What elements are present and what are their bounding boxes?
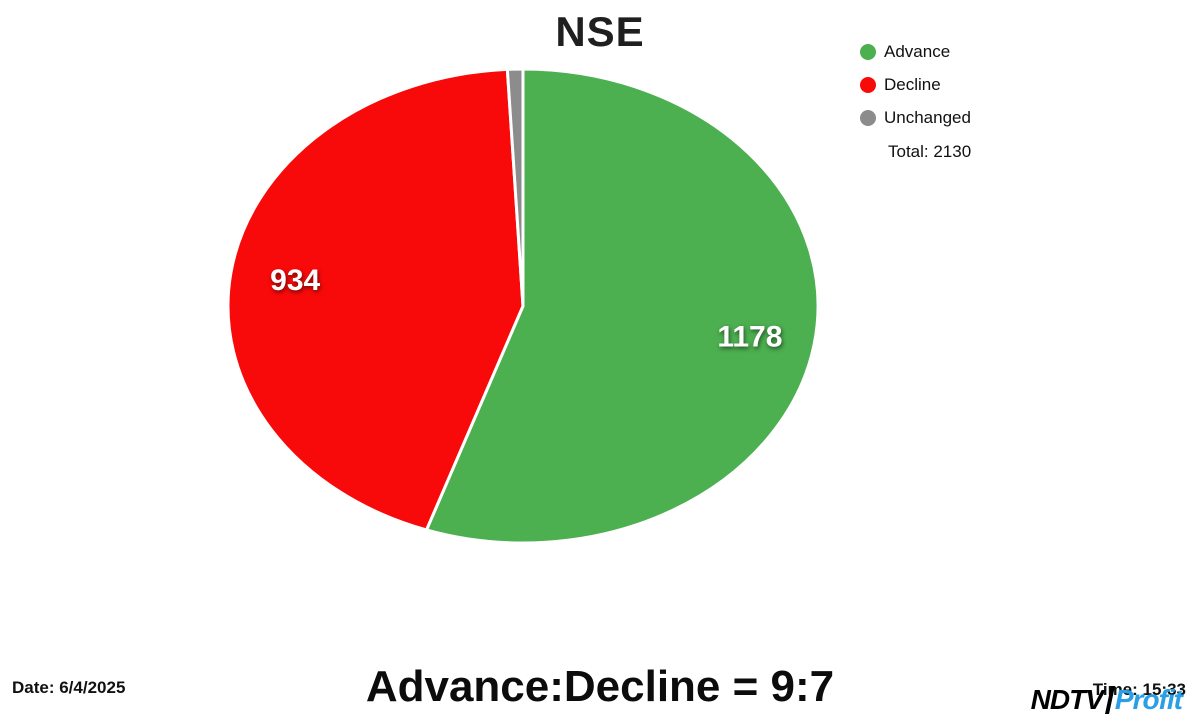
legend-swatch-decline	[860, 77, 876, 93]
legend-label-decline: Decline	[884, 75, 941, 94]
legend-label-unchanged: Unchanged	[884, 108, 971, 127]
legend-total: Total: 2130	[888, 142, 972, 161]
legend-item-decline: Decline	[860, 75, 971, 95]
logo-ndtv-text: NDTV	[1030, 684, 1104, 715]
legend-label-advance: Advance	[884, 42, 951, 61]
slice-value-label-decline: 934	[270, 264, 320, 297]
ndtv-profit-logo: NDTV Profit	[1030, 684, 1183, 716]
pie-slice-unchanged	[505, 67, 525, 308]
ratio-text: Advance:Decline = 9:7	[365, 662, 835, 711]
logo-profit-text: Profit	[1114, 684, 1183, 715]
logo-divider-bar	[1104, 686, 1115, 714]
slice-value-label-advance: 1178	[717, 321, 782, 354]
legend-swatch-unchanged	[860, 110, 876, 126]
date-label: Date: 6/4/2025	[12, 678, 126, 697]
legend: Advance Decline Unchanged Total: 2130	[860, 42, 971, 162]
time-label: Time: 15:33	[1092, 680, 1186, 699]
legend-item-advance: Advance	[860, 42, 971, 62]
chart-title: NSE	[555, 8, 645, 55]
legend-swatch-advance	[860, 44, 876, 60]
legend-item-unchanged: Unchanged	[860, 108, 971, 128]
pie-slice-decline	[226, 67, 525, 532]
